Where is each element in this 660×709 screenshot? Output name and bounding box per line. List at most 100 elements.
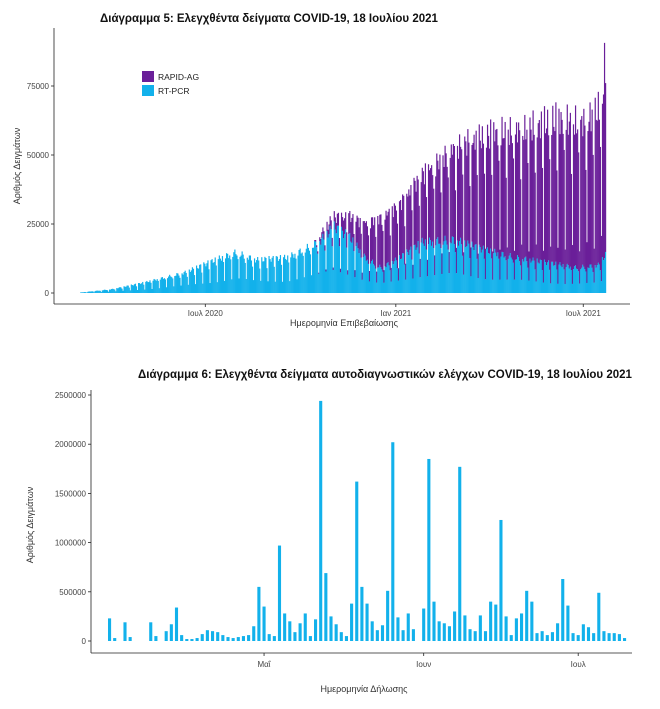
y-tick-label: 1000000 — [55, 539, 87, 548]
bar-rt-pcr — [308, 250, 311, 293]
bar-rapid-ag — [426, 259, 429, 277]
bar-rt-pcr — [541, 269, 544, 293]
bar-self-test — [453, 611, 457, 641]
bar-rt-pcr — [357, 248, 359, 293]
bar-rt-pcr — [246, 257, 248, 293]
bar-rt-pcr — [274, 281, 276, 293]
bar-rt-pcr — [468, 243, 470, 293]
bar-rt-pcr — [518, 256, 520, 293]
bar-self-test — [602, 631, 606, 641]
bar-rapid-ag — [435, 176, 437, 246]
bar-rt-pcr — [539, 259, 541, 293]
bar-rt-pcr — [376, 282, 378, 293]
bar-rt-pcr — [210, 260, 212, 293]
bar-rapid-ag — [448, 252, 450, 273]
bar-rt-pcr — [294, 253, 296, 293]
bar-self-test — [365, 603, 369, 641]
bar-rt-pcr — [348, 234, 350, 293]
bar-rt-pcr — [466, 246, 468, 293]
bar-rt-pcr — [163, 278, 166, 293]
bar-rt-pcr — [242, 254, 244, 293]
bar-rt-pcr — [148, 282, 150, 293]
bar-rapid-ag — [504, 121, 506, 257]
bar-rt-pcr — [576, 268, 578, 293]
bar-rt-pcr — [293, 257, 295, 293]
bar-rt-pcr — [542, 282, 545, 293]
bar-rapid-ag — [482, 143, 484, 246]
bar-rt-pcr — [377, 267, 379, 293]
bar-rt-pcr — [550, 283, 552, 293]
bar-rt-pcr — [181, 273, 183, 293]
bar-self-test — [540, 631, 544, 641]
bar-rt-pcr — [195, 265, 198, 293]
bar-self-test — [350, 603, 354, 641]
bar-rapid-ag — [533, 134, 535, 261]
bar-rapid-ag — [381, 224, 383, 270]
bar-rapid-ag — [464, 136, 466, 241]
bar-rapid-ag — [391, 206, 393, 262]
y-tick-label: 500000 — [59, 588, 86, 597]
chart-6-y-ticks: 0 500000 1000000 1500000 2000000 2500000 — [55, 391, 91, 646]
bar-rt-pcr — [374, 265, 376, 293]
bar-rt-pcr — [596, 265, 598, 293]
bar-rt-pcr — [184, 270, 186, 293]
bar-rt-pcr — [135, 286, 138, 293]
bar-rt-pcr — [444, 235, 446, 293]
bar-rapid-ag — [468, 142, 470, 244]
bar-rt-pcr — [152, 280, 154, 293]
bar-rapid-ag — [463, 252, 465, 275]
bar-rapid-ag — [383, 270, 385, 283]
bar-rt-pcr — [91, 291, 93, 293]
bar-rt-pcr — [480, 252, 482, 293]
bar-rapid-ag — [424, 163, 427, 240]
bar-rt-pcr — [483, 258, 486, 293]
bar-rt-pcr — [276, 256, 278, 293]
bar-rapid-ag — [545, 128, 548, 266]
bar-self-test — [108, 618, 112, 641]
bar-rapid-ag — [578, 152, 580, 272]
bar-rt-pcr — [487, 253, 490, 293]
bar-rt-pcr — [597, 262, 599, 293]
bar-rt-pcr — [233, 252, 235, 293]
bar-rapid-ag — [506, 247, 508, 280]
bar-rt-pcr — [457, 245, 460, 293]
bar-rt-pcr — [106, 290, 109, 293]
bar-rapid-ag — [425, 197, 428, 250]
bar-rt-pcr — [111, 288, 113, 293]
bar-rt-pcr — [315, 241, 317, 293]
bar-rt-pcr — [281, 281, 284, 293]
bar-rt-pcr — [323, 239, 325, 293]
bar-rapid-ag — [532, 110, 534, 258]
bar-rapid-ag — [552, 105, 554, 262]
chart-5-x-label: Ημερομηνία Επιβεβαίωσης — [290, 318, 399, 328]
bar-rt-pcr — [92, 291, 94, 293]
bar-rapid-ag — [566, 104, 568, 264]
bar-rt-pcr — [391, 261, 393, 293]
bar-rt-pcr — [289, 281, 291, 293]
bar-rapid-ag — [361, 272, 363, 280]
bar-rt-pcr — [303, 277, 305, 293]
bar-rt-pcr — [427, 244, 430, 293]
bar-rapid-ag — [374, 217, 376, 266]
bar-rapid-ag — [398, 201, 401, 256]
bar-rt-pcr — [155, 280, 157, 293]
bar-rt-pcr — [134, 283, 137, 293]
bar-rapid-ag — [324, 245, 326, 251]
bar-rt-pcr — [414, 244, 416, 293]
bar-self-test — [195, 638, 199, 641]
bar-rapid-ag — [375, 236, 377, 269]
bar-rt-pcr — [245, 279, 247, 293]
bar-self-test — [205, 630, 209, 641]
bar-rt-pcr — [498, 258, 500, 293]
bar-rt-pcr — [594, 265, 596, 293]
bar-rapid-ag — [348, 213, 350, 235]
bar-rt-pcr — [325, 271, 327, 293]
bar-rt-pcr — [590, 264, 592, 293]
bar-rt-pcr — [475, 243, 477, 293]
bar-rt-pcr — [298, 249, 300, 293]
x-tick-label: Ιουλ — [571, 660, 586, 669]
bar-rt-pcr — [208, 269, 210, 293]
bar-rt-pcr — [199, 264, 201, 293]
bar-rt-pcr — [327, 237, 329, 293]
bar-rapid-ag — [420, 182, 422, 243]
